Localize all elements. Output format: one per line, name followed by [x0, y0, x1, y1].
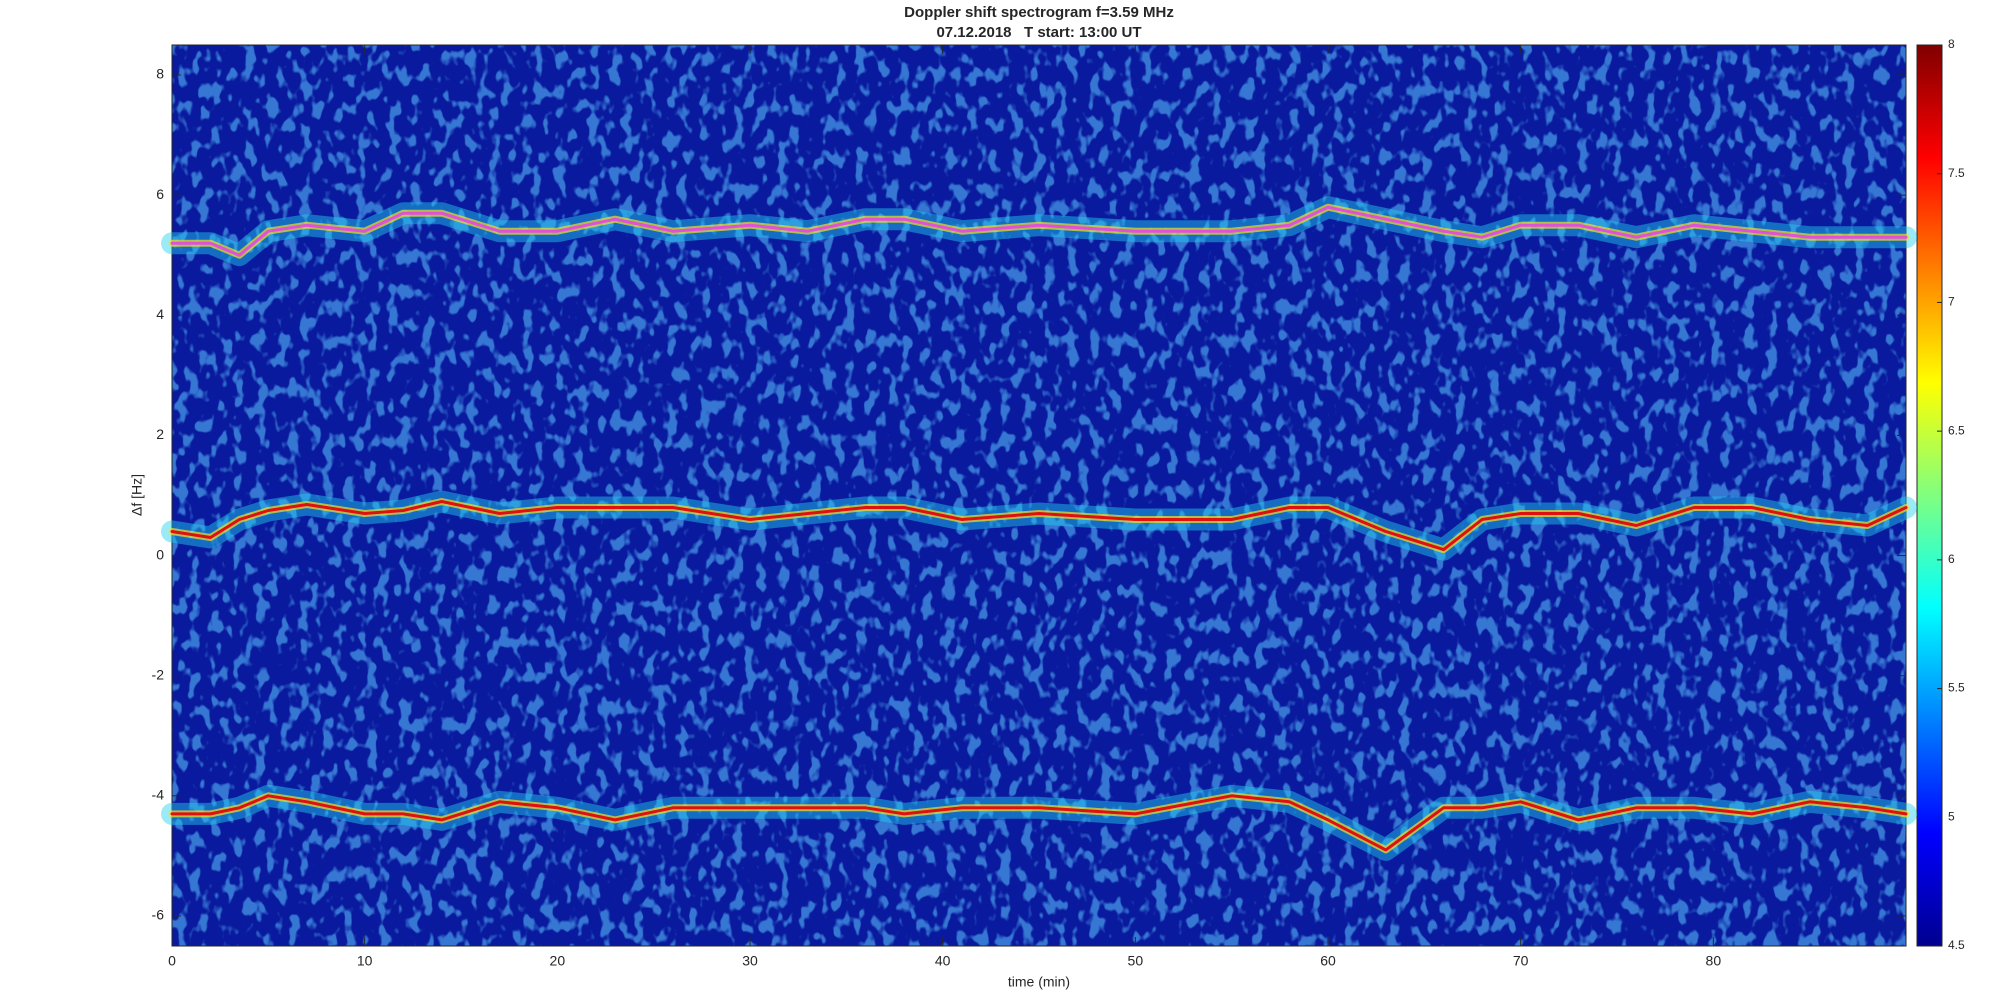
- x-tick-label: 30: [742, 953, 758, 969]
- y-tick-label: 0: [156, 546, 164, 562]
- y-tick-label: -4: [152, 787, 165, 803]
- x-tick-label: 60: [1320, 953, 1336, 969]
- x-tick-label: 10: [357, 953, 373, 969]
- x-tick-label: 20: [550, 953, 566, 969]
- y-tick-label: -2: [152, 666, 165, 682]
- colorbar-tick-label: 6: [1948, 552, 1955, 566]
- colorbar-tick-label: 5: [1948, 809, 1955, 823]
- colorbar-tick-label: 7.5: [1948, 166, 1965, 180]
- y-tick-label: -6: [152, 907, 165, 923]
- plot-frame: [171, 44, 1907, 947]
- trace-line: [170, 500, 1908, 552]
- x-tick-label: 80: [1706, 953, 1722, 969]
- x-tick-label: 0: [168, 953, 176, 969]
- y-axis-label: Δf [Hz]: [129, 474, 145, 516]
- trace-line: [170, 205, 1908, 257]
- y-tick-label: 4: [156, 306, 164, 322]
- x-axis-label: time (min): [1008, 974, 1070, 990]
- x-tick-label: 40: [935, 953, 951, 969]
- colorbar-tick-label: 5.5: [1948, 681, 1965, 695]
- trace-line: [170, 794, 1908, 852]
- colorbar-tick-label: 6.5: [1948, 423, 1965, 437]
- colorbar: [1916, 44, 1943, 947]
- chart-subtitle: 07.12.2018 T start: 13:00 UT: [936, 24, 1141, 41]
- y-tick-label: 6: [156, 186, 164, 202]
- colorbar-tick-label: 7: [1948, 295, 1955, 309]
- colorbar-tick-label: 8: [1948, 37, 1955, 51]
- colorbar-tick-label: 4.5: [1948, 938, 1965, 952]
- x-tick-label: 50: [1128, 953, 1144, 969]
- chart-title: Doppler shift spectrogram f=3.59 MHz: [904, 4, 1174, 21]
- y-tick-label: 8: [156, 66, 164, 82]
- y-tick-label: 2: [156, 426, 164, 442]
- noise-texture: [172, 45, 1906, 946]
- x-tick-label: 70: [1513, 953, 1529, 969]
